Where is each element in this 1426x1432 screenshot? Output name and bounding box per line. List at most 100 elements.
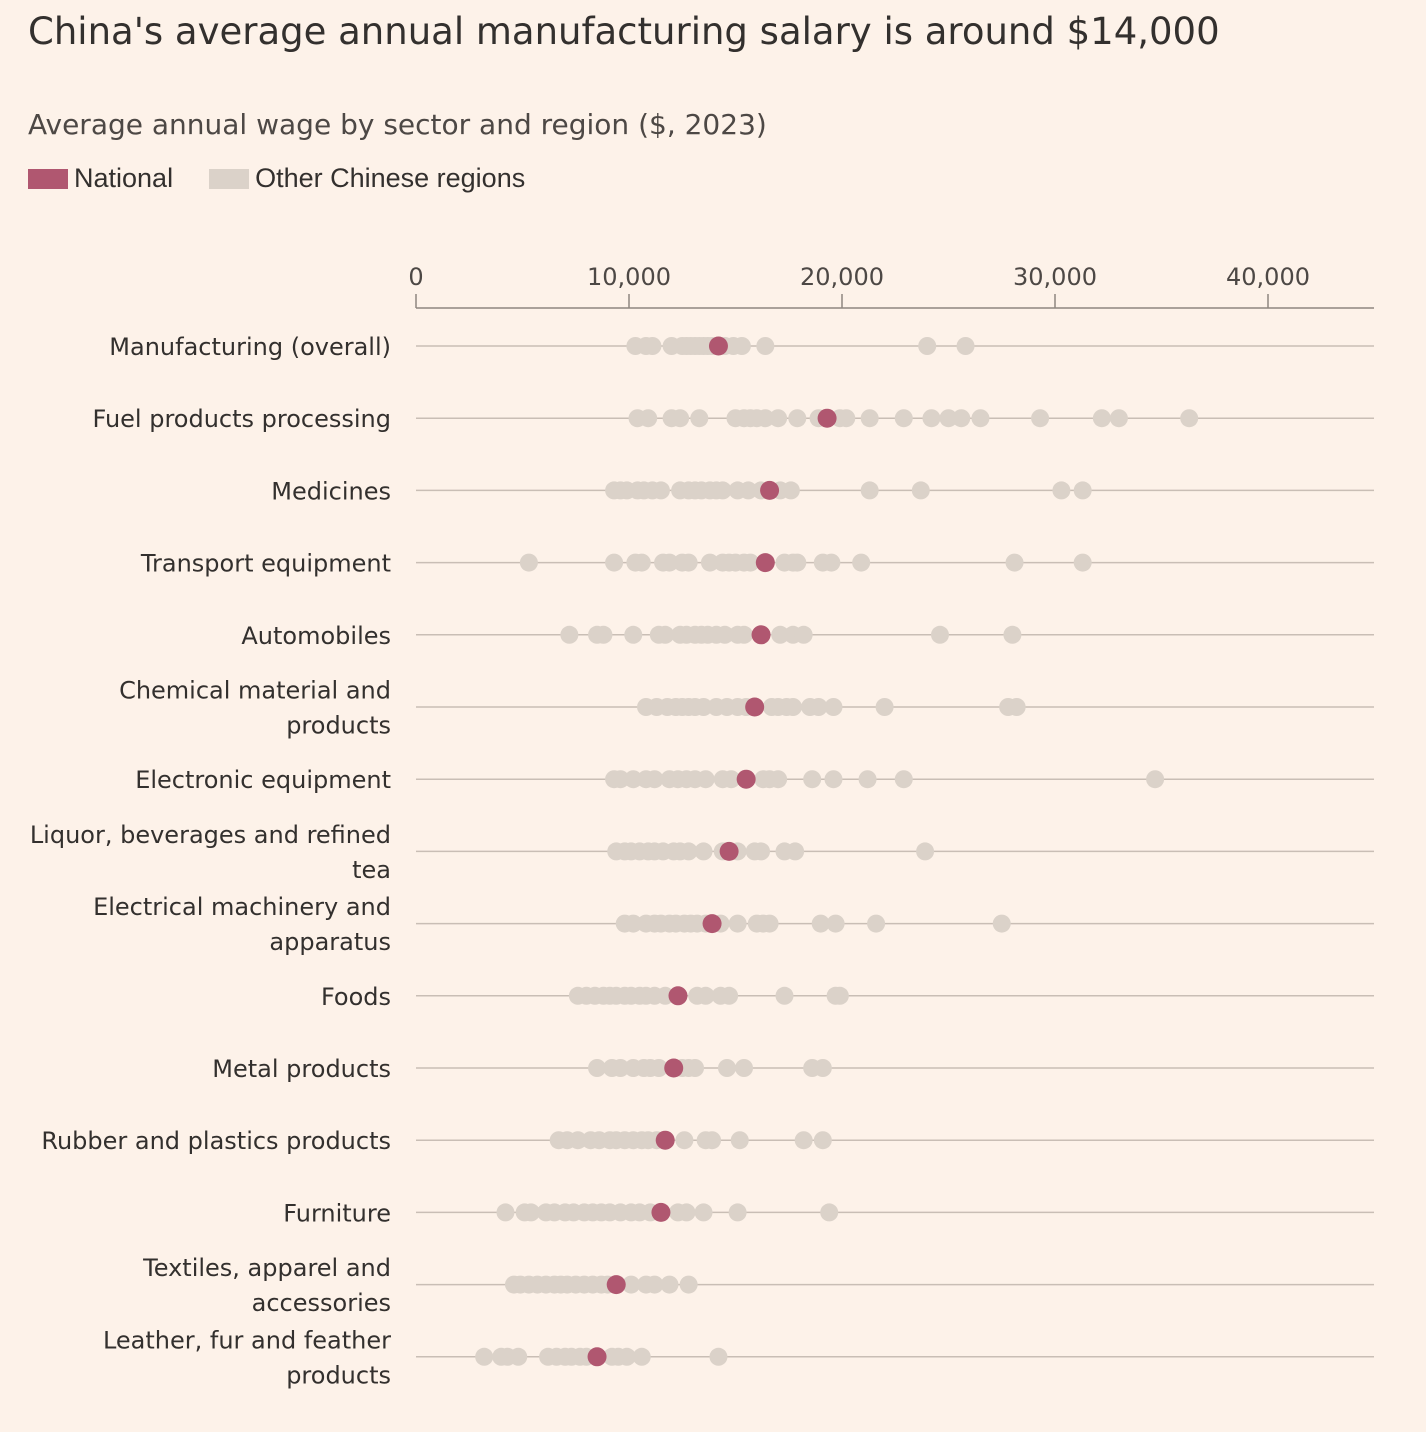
- region-dot: [679, 553, 698, 572]
- sector-label: Medicines: [271, 477, 391, 505]
- region-dot: [1003, 625, 1022, 644]
- sector-row: Foods: [321, 983, 1374, 1011]
- region-dot: [622, 1275, 641, 1294]
- sector-row: Medicines: [271, 477, 1374, 505]
- region-dot: [624, 625, 643, 644]
- region-dot: [911, 481, 930, 500]
- region-dot: [956, 337, 975, 355]
- region-dot: [696, 986, 715, 1005]
- sector-label: Chemical material and: [119, 677, 391, 705]
- region-dot: [679, 842, 698, 861]
- region-dot: [860, 409, 879, 428]
- region-dot: [624, 770, 643, 789]
- region-dot: [475, 1347, 494, 1366]
- sector-label: Rubber and plastics products: [41, 1127, 391, 1155]
- region-dot: [588, 1059, 607, 1077]
- region-dot: [1005, 553, 1024, 572]
- region-dot: [916, 842, 935, 861]
- national-dot: [606, 1275, 626, 1295]
- region-dot: [1180, 409, 1199, 428]
- region-dot: [732, 337, 751, 355]
- region-dot: [639, 409, 658, 428]
- x-tick-label: 0: [408, 263, 423, 291]
- region-dot: [1073, 481, 1092, 500]
- region-dot: [769, 409, 788, 428]
- region-dot: [617, 1347, 636, 1366]
- region-dot: [1052, 481, 1071, 500]
- region-dot: [643, 337, 662, 355]
- region-dot: [775, 986, 794, 1005]
- region-dot: [735, 1059, 754, 1077]
- region-dot: [894, 770, 913, 789]
- region-dot: [788, 409, 807, 428]
- region-dot: [694, 698, 713, 716]
- x-tick-label: 10,000: [587, 263, 671, 291]
- legend-label-other-regions: Other Chinese regions: [255, 163, 526, 193]
- region-dot: [992, 914, 1011, 933]
- region-dot: [686, 1059, 705, 1077]
- region-dot: [675, 1131, 694, 1150]
- region-dot: [700, 553, 719, 572]
- region-dot: [728, 1203, 747, 1222]
- region-dot: [826, 914, 845, 933]
- region-dot: [694, 842, 713, 861]
- region-dot: [671, 409, 690, 428]
- region-dot: [858, 770, 877, 789]
- sector-label: Metal products: [212, 1055, 391, 1083]
- region-dot: [769, 770, 788, 789]
- region-dot: [760, 914, 779, 933]
- region-dot: [756, 337, 775, 355]
- sector-label: accessories: [252, 1289, 391, 1317]
- region-dot: [830, 986, 849, 1005]
- region-dot: [739, 481, 758, 500]
- region-dot: [771, 625, 790, 644]
- region-dot: [660, 553, 679, 572]
- region-dot: [694, 1203, 713, 1222]
- region-dot: [781, 481, 800, 500]
- legend-swatch-other-regions: [209, 168, 250, 189]
- national-dot: [587, 1347, 607, 1367]
- region-dot: [822, 553, 841, 572]
- region-dot: [756, 409, 775, 428]
- sector-label: Manufacturing (overall): [109, 333, 391, 361]
- region-dot: [715, 625, 734, 644]
- region-dot: [632, 553, 651, 572]
- region-dot: [519, 553, 538, 572]
- region-dot: [624, 914, 643, 933]
- sector-row: Electrical machinery and apparatus: [93, 893, 1374, 956]
- region-dot: [722, 770, 741, 789]
- national-dot: [655, 1130, 675, 1150]
- region-dot: [813, 1131, 832, 1150]
- sector-row: Liquor, beverages and refined tea: [30, 821, 1374, 884]
- region-dot: [605, 553, 624, 572]
- legend-item-other-regions: Other Chinese regions: [209, 163, 525, 194]
- region-dot: [713, 481, 732, 500]
- national-dot: [760, 480, 780, 500]
- x-tick-label: 40,000: [1226, 263, 1310, 291]
- region-dot: [730, 1131, 749, 1150]
- national-dot: [651, 1202, 671, 1222]
- sector-label: Transport equipment: [140, 550, 391, 578]
- region-dot: [568, 1131, 587, 1150]
- region-dot: [1007, 698, 1026, 716]
- sector-row: Rubber and plastics products: [41, 1127, 1374, 1155]
- legend-item-national: National: [28, 163, 173, 194]
- region-dot: [632, 1347, 651, 1366]
- sector-label: Automobiles: [241, 622, 391, 650]
- region-dot: [784, 698, 803, 716]
- sector-row: Leather, fur and feather products: [103, 1326, 1374, 1389]
- region-dot: [645, 770, 664, 789]
- sector-label: Furniture: [283, 1199, 391, 1227]
- region-dot: [649, 1059, 668, 1077]
- region-dot: [1031, 409, 1050, 428]
- region-dot: [728, 914, 747, 933]
- region-dot: [922, 409, 941, 428]
- national-dot: [664, 1058, 684, 1078]
- region-dot: [752, 842, 771, 861]
- region-dot: [720, 986, 739, 1005]
- region-dot: [560, 625, 579, 644]
- sector-label: tea: [352, 856, 391, 884]
- sector-label: apparatus: [269, 928, 391, 956]
- region-dot: [875, 698, 894, 716]
